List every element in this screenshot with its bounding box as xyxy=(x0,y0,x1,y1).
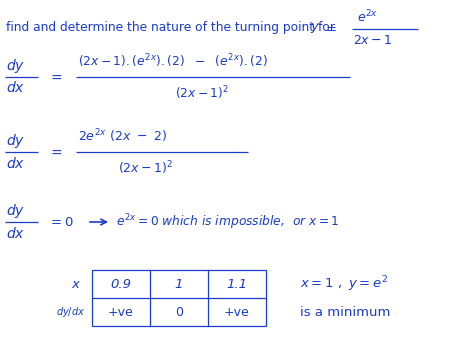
Text: is a minimum: is a minimum xyxy=(300,306,391,318)
Text: $x = 1\ ,\ y = e^2$: $x = 1\ ,\ y = e^2$ xyxy=(300,274,388,294)
Text: find and determine the nature of the turning point for: find and determine the nature of the tur… xyxy=(6,21,335,34)
Text: $x$: $x$ xyxy=(71,278,81,291)
Text: $=$: $=$ xyxy=(323,21,337,34)
Text: $2x - 1$: $2x - 1$ xyxy=(353,34,392,47)
Text: $dy$: $dy$ xyxy=(6,57,25,75)
Text: $=$: $=$ xyxy=(48,145,63,159)
Text: $dy$: $dy$ xyxy=(6,202,25,220)
Text: $e^{2x} = 0$ which is impossible,  or $x = 1$: $e^{2x} = 0$ which is impossible, or $x … xyxy=(116,212,339,232)
Text: +ve: +ve xyxy=(108,306,134,318)
Text: 0: 0 xyxy=(175,306,183,318)
Text: $dx$: $dx$ xyxy=(6,80,25,95)
Text: $=$: $=$ xyxy=(48,70,63,84)
Text: 0.9: 0.9 xyxy=(110,278,131,291)
Text: $= 0$: $= 0$ xyxy=(48,216,74,228)
Text: $dx$: $dx$ xyxy=(6,155,25,170)
Text: 1: 1 xyxy=(175,278,183,291)
Text: 1.1: 1.1 xyxy=(227,278,247,291)
Text: $y$: $y$ xyxy=(310,21,320,35)
Text: $dy$: $dy$ xyxy=(6,132,25,150)
Text: $(2x-1)^2$: $(2x-1)^2$ xyxy=(175,84,229,102)
Text: $2e^{2x}\ (2x\ -\ 2)$: $2e^{2x}\ (2x\ -\ 2)$ xyxy=(78,127,167,145)
Text: $dx$: $dx$ xyxy=(6,225,25,240)
Text: +ve: +ve xyxy=(224,306,250,318)
Bar xyxy=(92,270,266,326)
Text: $(2x-1)^2$: $(2x-1)^2$ xyxy=(118,159,173,177)
Text: $e^{2x}$: $e^{2x}$ xyxy=(357,9,378,25)
Text: $dy/dx$: $dy/dx$ xyxy=(56,305,85,319)
Text: $(2x - 1).(e^{2x}).(2)\ \ -\ \ (e^{2x}).(2)$: $(2x - 1).(e^{2x}).(2)\ \ -\ \ (e^{2x}).… xyxy=(78,52,268,70)
